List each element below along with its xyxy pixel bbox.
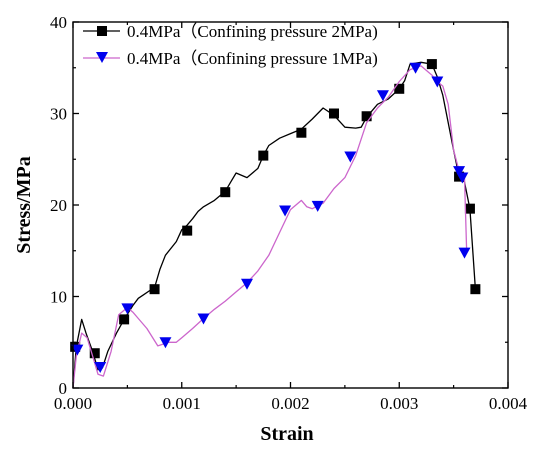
series-2-marker	[344, 151, 357, 163]
legend: 0.4MPa（Confining pressure 2MPa) 0.4MPa（C…	[83, 22, 378, 68]
legend-marker-series-2	[96, 52, 108, 63]
series-2-marker	[456, 172, 469, 184]
y-tick-label: 0	[59, 379, 68, 398]
legend-label-series-1: 0.4MPa（Confining pressure 2MPa)	[127, 22, 378, 41]
series-2-marker	[241, 278, 253, 290]
series-1-marker	[220, 187, 231, 198]
x-tick-label: 0.004	[489, 394, 528, 413]
y-tick-label: 30	[50, 105, 67, 124]
series-2-marker	[431, 76, 444, 88]
x-tick-label: 0.001	[163, 394, 201, 413]
series-2-line	[72, 65, 468, 389]
legend-label-series-2: 0.4MPa（Confining pressure 1MPa)	[127, 49, 378, 68]
y-tick-label: 10	[50, 288, 67, 307]
series-2-marker	[458, 247, 471, 259]
x-tick-label: 0.003	[380, 394, 418, 413]
series-2-marker	[311, 200, 324, 212]
series-1-marker	[89, 348, 100, 359]
series-2-marker	[376, 90, 389, 102]
series-1-marker	[296, 127, 307, 138]
series-1-marker	[394, 83, 405, 94]
x-tick-label: 0.000	[54, 394, 92, 413]
series-layer	[70, 59, 481, 389]
x-tick-label: 0.002	[271, 394, 309, 413]
series-2-marker	[71, 344, 84, 356]
series-1-marker	[182, 225, 193, 236]
axes-layer: 0.000 0.001 0.002 0.003 0.004 0 10 20 30 40	[50, 13, 528, 413]
series-1-line	[72, 61, 477, 389]
series-2-marker	[94, 361, 107, 373]
legend-marker-series-1	[97, 26, 107, 36]
series-1-marker	[258, 150, 269, 161]
series-1-marker	[149, 284, 160, 295]
series-1-marker	[426, 59, 437, 70]
series-2-marker	[159, 337, 172, 349]
series-1-marker	[119, 314, 130, 325]
series-1-marker	[470, 284, 481, 295]
series-2-marker	[279, 205, 292, 217]
series-2-marker	[197, 313, 210, 325]
y-axis-label: Stress/MPa	[13, 156, 35, 253]
y-tick-label: 40	[50, 13, 67, 32]
series-2-marker	[409, 62, 422, 74]
x-axis-label: Strain	[260, 423, 313, 445]
series-2-marker	[121, 303, 134, 315]
series-2-marker	[453, 166, 466, 178]
y-tick-label: 20	[50, 196, 67, 215]
series-1-marker	[361, 111, 372, 122]
series-1-marker	[329, 108, 339, 119]
series-1-marker	[464, 203, 475, 214]
